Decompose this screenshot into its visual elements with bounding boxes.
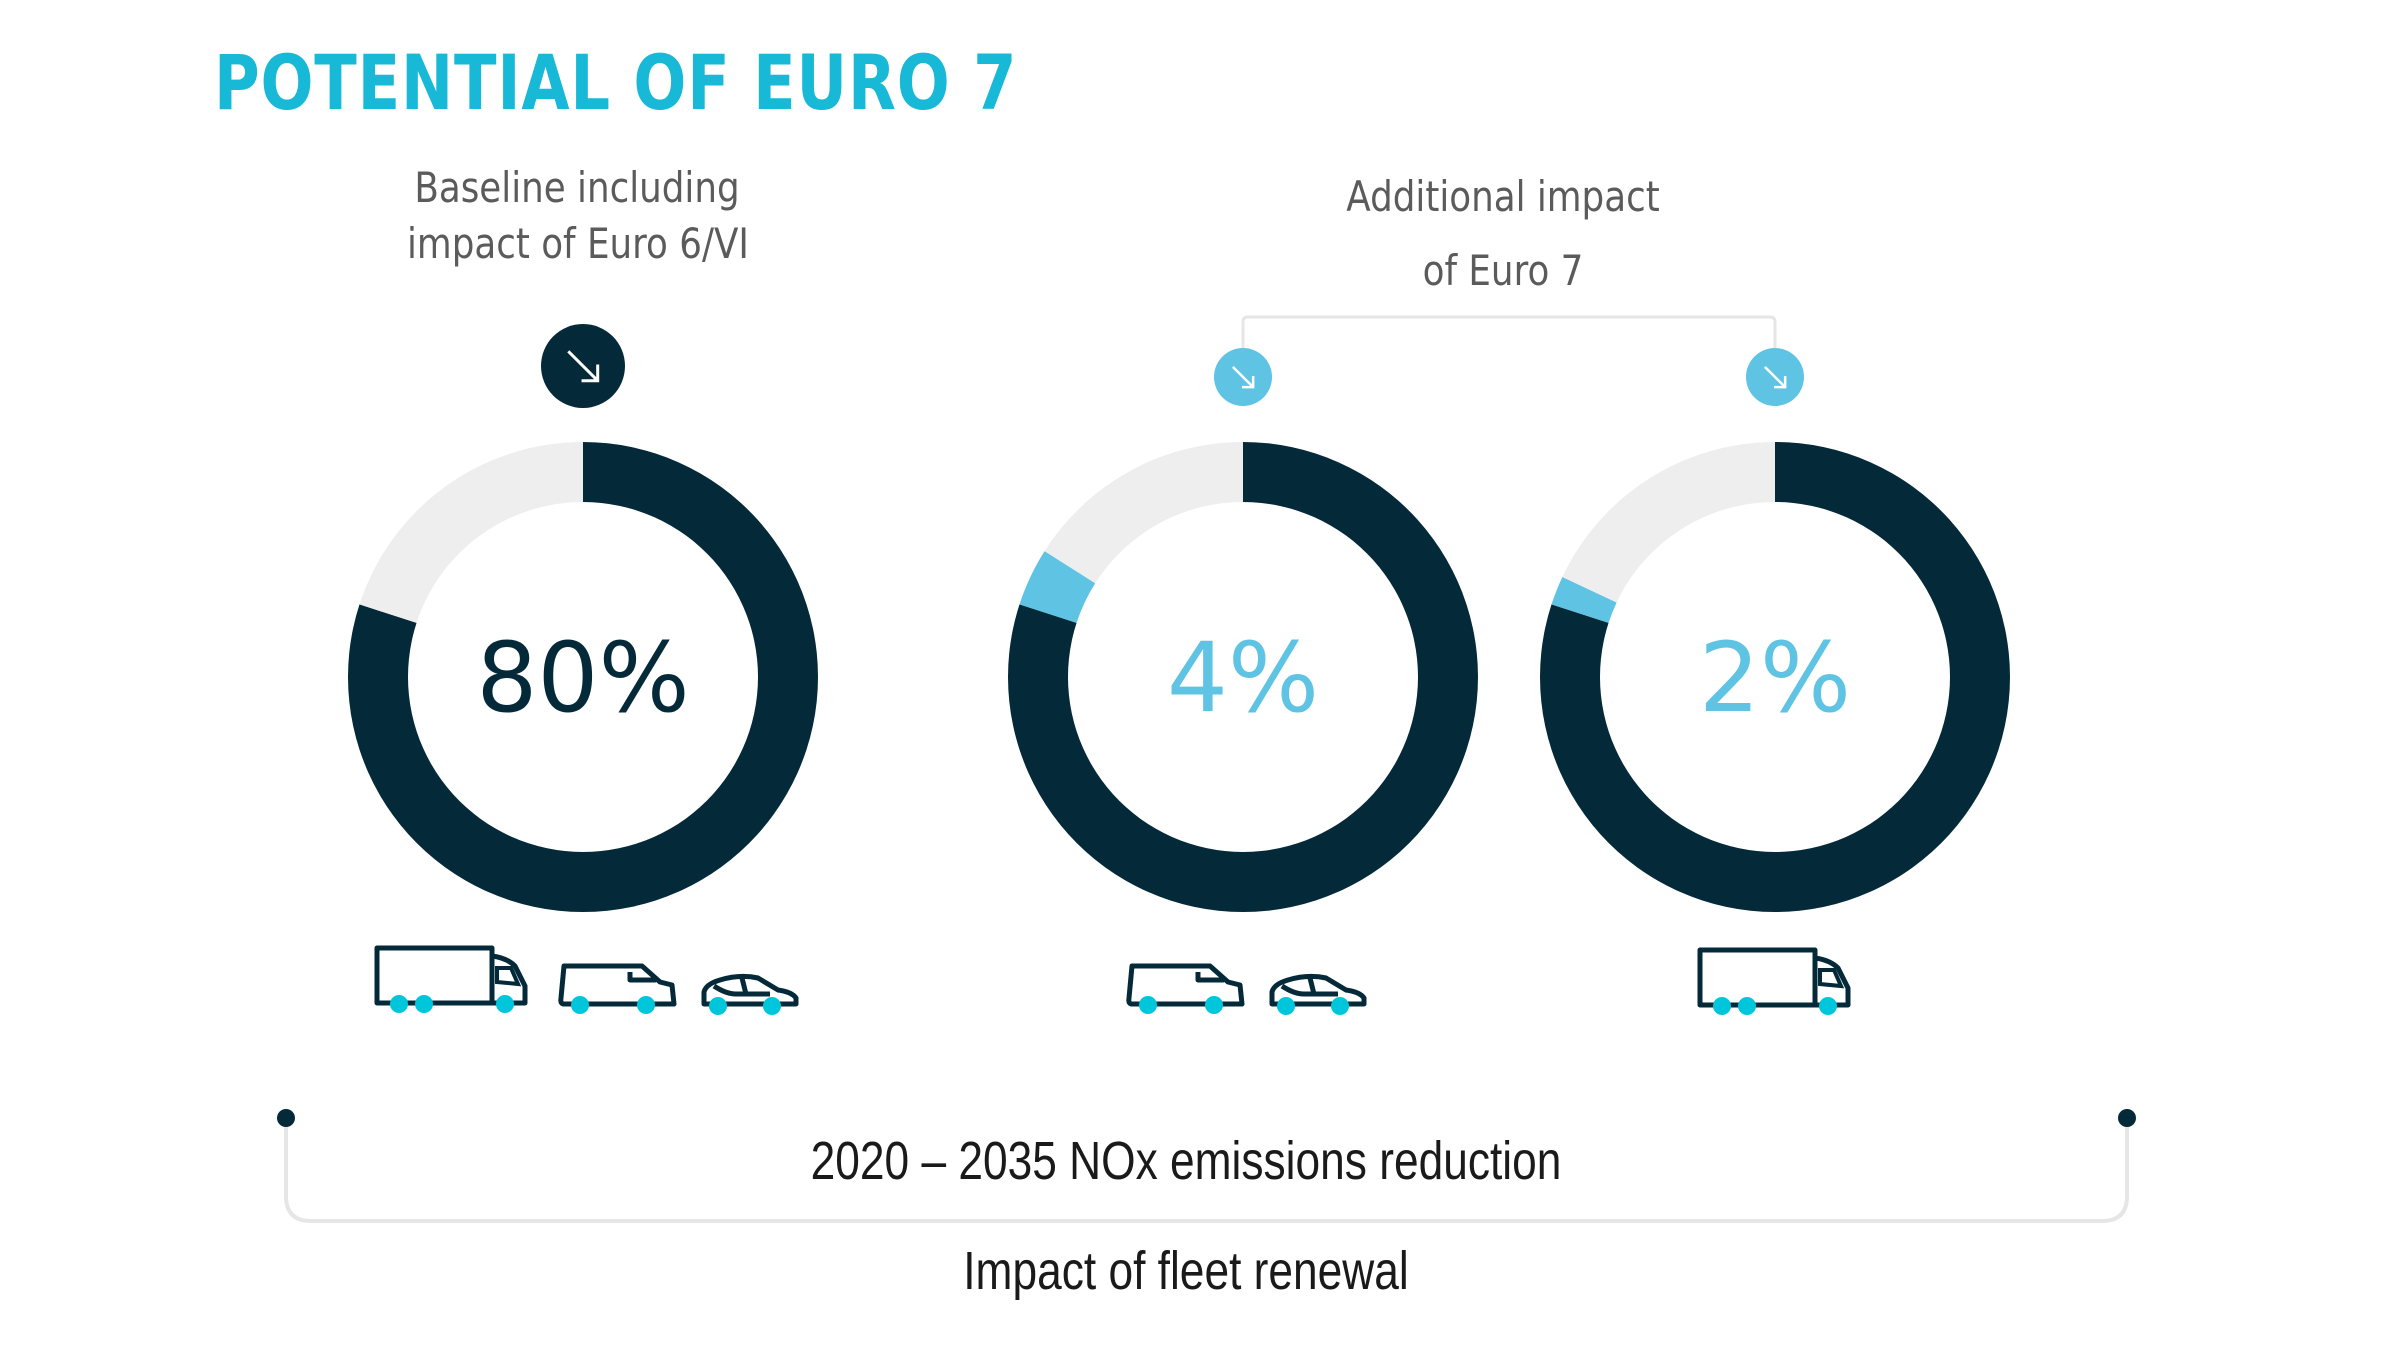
- van-icon: [558, 963, 677, 1014]
- wheel: [1819, 997, 1837, 1015]
- truck-outline: [1697, 947, 1851, 1008]
- wheel: [709, 997, 727, 1015]
- reduction-badge: [1214, 348, 1272, 406]
- baseline-label-line2: impact of Euro 6/VI: [407, 219, 749, 268]
- car-icon: [701, 973, 799, 1015]
- reduction-badge: [541, 324, 625, 408]
- reduction-badge: [1746, 348, 1804, 406]
- donut-chart: 4%: [1008, 442, 1478, 913]
- van-outline: [1126, 963, 1245, 1007]
- car-icon: [1269, 973, 1367, 1015]
- bottom-bracket: [284, 1118, 2129, 1223]
- truck-outline: [374, 945, 528, 1006]
- wheel: [1738, 997, 1756, 1015]
- truck-icon: [374, 945, 528, 1013]
- wheel: [1139, 996, 1157, 1014]
- percent-label: 4%: [1167, 622, 1319, 734]
- wheel: [1205, 996, 1223, 1014]
- truck-window: [495, 966, 522, 987]
- wheel: [415, 995, 433, 1013]
- wheel: [496, 995, 514, 1013]
- donut-segment: [1019, 551, 1096, 623]
- donut-chart: 2%: [1539, 442, 2010, 913]
- donut-segment: [1562, 442, 1775, 603]
- bracket-connector: [1241, 315, 1777, 350]
- wheel: [763, 997, 781, 1015]
- additional-label-line2: of Euro 7: [1422, 246, 1584, 295]
- wheel: [1277, 997, 1295, 1015]
- baseline-label: Baseline including impact of Euro 6/VI: [407, 160, 749, 272]
- fleet-renewal-label: Impact of fleet renewal: [963, 1241, 1409, 1301]
- percent-label: 80%: [476, 622, 689, 734]
- car-outline: [701, 973, 799, 1007]
- wheel: [1331, 997, 1349, 1015]
- truck-icon: [1697, 947, 1851, 1015]
- period-label: 2020 – 2035 NOx emissions reduction: [810, 1131, 1562, 1191]
- donut-chart: 80%: [348, 442, 818, 913]
- percent-label: 2%: [1699, 622, 1851, 734]
- wheel: [571, 996, 589, 1014]
- baseline-label-line1: Baseline including: [414, 163, 740, 212]
- wheel: [390, 995, 408, 1013]
- donut-segment: [359, 442, 583, 623]
- car-outline: [1269, 973, 1367, 1007]
- wheel: [637, 996, 655, 1014]
- bracket-dot-right: [2118, 1109, 2136, 1127]
- bracket-dot-left: [277, 1109, 295, 1127]
- arrow-down-right-icon: [1763, 365, 1787, 389]
- van-icon: [1126, 963, 1245, 1014]
- donut-segment: [1551, 576, 1617, 623]
- van-outline: [558, 963, 677, 1007]
- page-title: POTENTIAL OF EURO 7: [214, 38, 1018, 127]
- additional-impact-label: Additional impact of Euro 7: [1333, 160, 1673, 308]
- donut-segment: [1044, 442, 1243, 584]
- arrow-down-right-icon: [567, 350, 600, 383]
- wheel: [1713, 997, 1731, 1015]
- arrow-down-right-icon: [1231, 365, 1255, 389]
- truck-window: [1818, 968, 1845, 989]
- additional-label-line1: Additional impact: [1346, 172, 1660, 221]
